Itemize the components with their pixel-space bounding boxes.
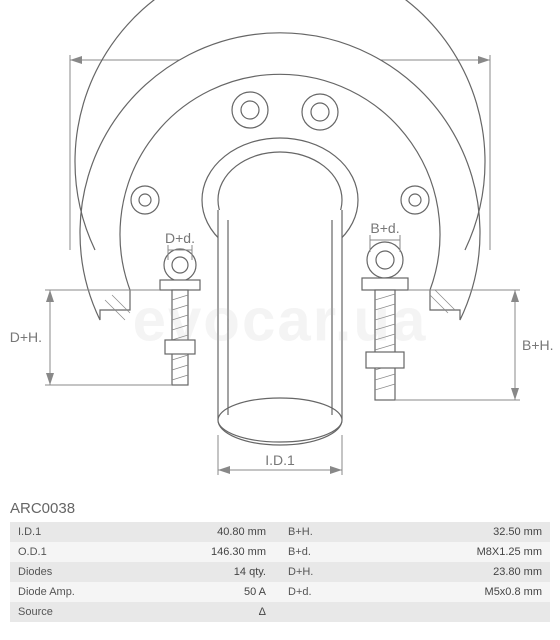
spec-value: M5x0.8 mm xyxy=(380,582,550,602)
spec-value xyxy=(380,602,550,622)
spec-value: 23.80 mm xyxy=(380,562,550,582)
svg-text:B+d.: B+d. xyxy=(370,220,399,236)
spec-label: B+H. xyxy=(280,522,380,542)
spec-value: Δ xyxy=(110,602,280,622)
rectifier-body xyxy=(75,0,485,445)
dim-bh: B+H. xyxy=(395,290,554,400)
spec-label: Source xyxy=(10,602,110,622)
spec-table: I.D.140.80 mmB+H.32.50 mmO.D.1146.30 mmB… xyxy=(10,522,550,622)
spec-row: Diodes14 qty.D+H.23.80 mm xyxy=(10,562,550,582)
spec-value: 32.50 mm xyxy=(380,522,550,542)
spec-label: Diode Amp. xyxy=(10,582,110,602)
spec-row: SourceΔ xyxy=(10,602,550,622)
spec-value: 146.30 mm xyxy=(110,542,280,562)
spec-label: B+d. xyxy=(280,542,380,562)
dim-dh: D+H. xyxy=(10,290,172,385)
terminal-b xyxy=(362,242,408,400)
spec-value: 14 qty. xyxy=(110,562,280,582)
spec-label xyxy=(280,602,380,622)
spec-label: I.D.1 xyxy=(10,522,110,542)
part-number: ARC0038 xyxy=(10,500,75,517)
svg-text:D+d.: D+d. xyxy=(165,230,195,246)
spec-row: O.D.1146.30 mmB+d.M8X1.25 mm xyxy=(10,542,550,562)
spec-label: D+H. xyxy=(280,562,380,582)
svg-text:I.D.1: I.D.1 xyxy=(265,452,295,468)
spec-label: O.D.1 xyxy=(10,542,110,562)
spec-label: Diodes xyxy=(10,562,110,582)
spec-value: M8X1.25 mm xyxy=(380,542,550,562)
svg-text:D+H.: D+H. xyxy=(10,329,42,345)
spec-row: Diode Amp.50 AD+d.M5x0.8 mm xyxy=(10,582,550,602)
technical-drawing: O.D.1 xyxy=(0,0,560,495)
spec-value: 40.80 mm xyxy=(110,522,280,542)
spec-row: I.D.140.80 mmB+H.32.50 mm xyxy=(10,522,550,542)
terminal-d xyxy=(160,249,200,385)
svg-text:B+H.: B+H. xyxy=(522,337,554,353)
spec-label: D+d. xyxy=(280,582,380,602)
spec-value: 50 A xyxy=(110,582,280,602)
